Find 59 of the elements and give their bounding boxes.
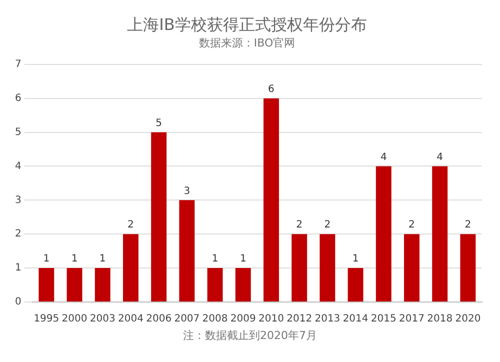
x-tick-label: 2007 [174, 314, 200, 325]
data-label: 2 [128, 220, 134, 231]
data-label: 4 [436, 152, 444, 163]
x-tick-label: 2003 [90, 314, 116, 325]
bar [151, 132, 167, 302]
data-label: 1 [352, 254, 359, 265]
x-tick-label: 2018 [427, 314, 453, 325]
bar [235, 268, 251, 302]
y-tick-label: 6 [14, 92, 22, 104]
data-label: 2 [324, 220, 331, 231]
x-tick-label: 2008 [202, 314, 228, 325]
x-tick-label: 2009 [230, 314, 256, 325]
bar [404, 234, 420, 302]
x-tick-label: 2013 [314, 314, 340, 325]
bar [38, 268, 54, 302]
y-tick-label: 7 [14, 58, 22, 70]
x-tick-label: 2014 [342, 314, 368, 325]
bar [460, 234, 476, 302]
data-label: 5 [156, 118, 162, 129]
data-label: 2 [464, 220, 472, 231]
data-label: 1 [43, 254, 50, 265]
x-tick-label: 2000 [62, 314, 88, 325]
x-tick-label: 2017 [399, 314, 424, 325]
bar [264, 98, 279, 302]
x-tick-label: 2015 [370, 314, 396, 325]
data-label: 1 [71, 254, 78, 265]
y-tick-label: 2 [14, 228, 22, 240]
bar [376, 166, 392, 302]
y-tick-label: 3 [14, 194, 22, 206]
bar [66, 268, 82, 302]
bar [348, 268, 364, 302]
data-label: 6 [268, 84, 274, 95]
chart-title: 上海IB学校获得正式授权年份分布 [127, 14, 367, 34]
y-tick-label: 4 [14, 160, 22, 172]
data-label: 1 [240, 254, 246, 265]
bar [94, 268, 110, 302]
data-label: 1 [99, 254, 106, 265]
x-tick-label: 2012 [286, 314, 312, 325]
chart-subtitle: 数据来源：IBO官网 [198, 36, 296, 50]
data-label: 4 [380, 152, 387, 163]
bar [292, 234, 308, 302]
data-label: 1 [212, 254, 218, 265]
data-label: 2 [408, 220, 415, 231]
x-tick-label: 2004 [118, 314, 144, 325]
x-tick-label: 1995 [34, 314, 60, 325]
data-label: 2 [296, 220, 303, 231]
data-label: 3 [184, 186, 190, 197]
y-tick-label: 5 [14, 126, 22, 138]
x-tick-label: 2006 [146, 314, 172, 325]
text: 注：数据截止到2020年7月 [182, 328, 318, 343]
y-tick-label: 0 [14, 296, 22, 308]
y-tick-label: 1 [14, 262, 22, 274]
bar [122, 234, 138, 302]
x-tick-label: 2020 [455, 314, 481, 325]
bar [179, 200, 195, 302]
bar [432, 166, 448, 302]
x-tick-label: 2010 [258, 314, 284, 325]
bar [320, 234, 336, 302]
bar [207, 268, 223, 302]
